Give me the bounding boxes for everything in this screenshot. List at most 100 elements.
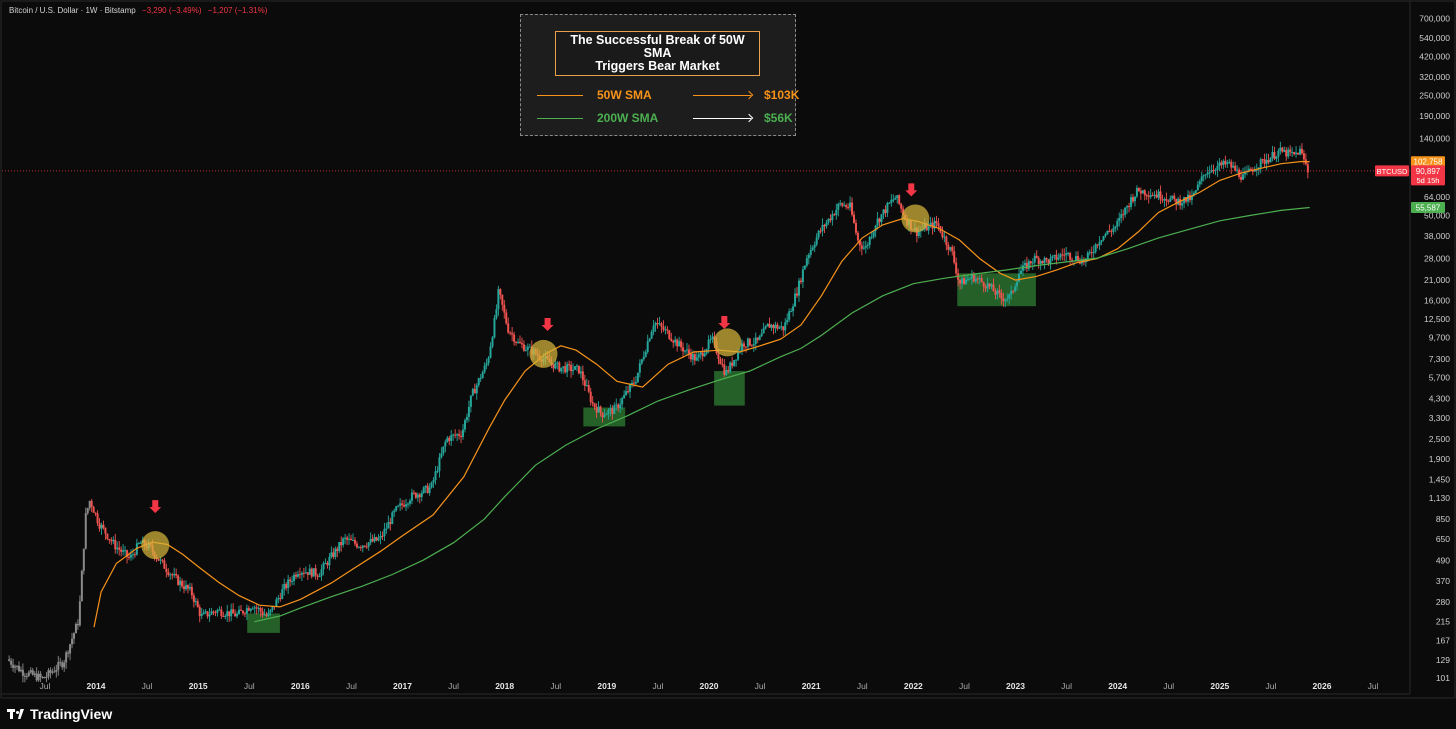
candle	[291, 575, 294, 586]
candle-body	[491, 337, 494, 347]
price-tick-label: 4,300	[1429, 393, 1451, 403]
candle-body	[418, 494, 421, 498]
candle-body	[267, 612, 270, 616]
price-tick-label: 16,000	[1424, 295, 1450, 305]
candle-body	[351, 539, 354, 541]
candle-body	[120, 549, 123, 552]
candle	[1128, 202, 1131, 213]
candle-body	[350, 538, 353, 541]
candle-body	[440, 453, 443, 458]
candle-body	[955, 262, 958, 274]
candle-body	[986, 283, 989, 289]
candle-body	[1190, 195, 1193, 201]
candle	[434, 466, 437, 485]
candle	[332, 547, 335, 559]
candle	[719, 356, 722, 365]
candle	[473, 383, 476, 394]
candle-body	[776, 324, 779, 329]
candle	[868, 235, 871, 249]
candle	[179, 576, 182, 592]
candle	[59, 657, 62, 667]
candle-body	[617, 404, 620, 409]
candle-body	[799, 280, 802, 283]
candle-body	[1261, 159, 1264, 161]
candle	[1273, 146, 1276, 161]
tradingview-logo[interactable]: TradingView	[7, 706, 112, 722]
candle-body	[805, 258, 808, 266]
candle	[652, 319, 655, 336]
candle-body	[1192, 192, 1195, 196]
candle-body	[1002, 298, 1005, 302]
candle-body	[723, 364, 726, 375]
candle	[1133, 196, 1136, 207]
price-axis[interactable]: 700,000 540,000 420,000 320,000 250,000 190,0…	[1419, 14, 1450, 683]
candle	[410, 488, 413, 505]
time-tick-label: 2018	[495, 681, 514, 691]
candle	[621, 396, 624, 410]
candle-body	[748, 338, 751, 346]
candle	[1008, 293, 1011, 305]
candle	[817, 229, 820, 240]
candle-body	[884, 209, 887, 213]
candle-body	[666, 329, 669, 331]
candle-body	[796, 293, 799, 296]
time-tick-label: Jul	[755, 681, 766, 691]
candle-body	[344, 537, 347, 539]
candle	[74, 622, 77, 634]
candle-body	[1102, 235, 1105, 241]
candle-body	[933, 220, 936, 229]
candle-body	[428, 487, 431, 493]
candle	[827, 218, 830, 225]
time-tick-label: Jul	[1368, 681, 1379, 691]
candle	[611, 404, 614, 420]
candle	[668, 329, 671, 341]
candle-body	[821, 224, 824, 231]
candle-body	[900, 203, 903, 209]
candle-body	[603, 415, 606, 417]
symbol-tag-bg	[1375, 165, 1409, 177]
candle-body	[501, 294, 504, 305]
candle	[1135, 185, 1138, 199]
candle	[1141, 189, 1144, 194]
candle-body	[685, 349, 688, 351]
candle-body	[31, 670, 34, 675]
candle-body	[817, 230, 820, 238]
candle	[709, 334, 712, 344]
candle-body	[251, 608, 254, 610]
candle-body	[369, 538, 372, 543]
price-tick-label: 12,500	[1424, 314, 1450, 324]
candle-body	[870, 236, 873, 238]
candle	[603, 408, 606, 418]
candle	[575, 364, 578, 372]
candle	[721, 358, 724, 368]
symbol-title[interactable]: Bitcoin / U.S. Dollar · 1W · Bitstamp	[9, 6, 136, 15]
candle	[357, 546, 360, 549]
candle-body	[338, 542, 341, 551]
time-tick-label: Jul	[244, 681, 255, 691]
candle	[379, 531, 382, 545]
candle	[597, 401, 600, 413]
candle-body	[862, 247, 865, 249]
price-tick-label: 101	[1436, 673, 1450, 683]
candle	[560, 367, 563, 374]
candle	[181, 578, 184, 589]
candle-body	[405, 504, 408, 507]
candle-body	[1236, 169, 1239, 171]
candle-body	[1240, 176, 1243, 180]
candle	[230, 603, 233, 622]
candle	[741, 339, 744, 355]
candle	[656, 317, 659, 329]
candle-body	[483, 365, 486, 373]
candle	[1302, 149, 1305, 165]
candle-body	[558, 362, 561, 372]
time-axis[interactable]: Jul 2014 Jul 2015 Jul 2016 Jul 2017 Jul 2018 Jul 20…	[39, 681, 1378, 691]
candle-body	[953, 251, 956, 263]
candle	[829, 214, 832, 223]
candle	[1298, 145, 1301, 156]
candle	[1116, 218, 1119, 231]
candle	[338, 542, 341, 554]
candle-body	[998, 290, 1001, 293]
candle	[951, 244, 954, 256]
candle	[845, 203, 848, 210]
